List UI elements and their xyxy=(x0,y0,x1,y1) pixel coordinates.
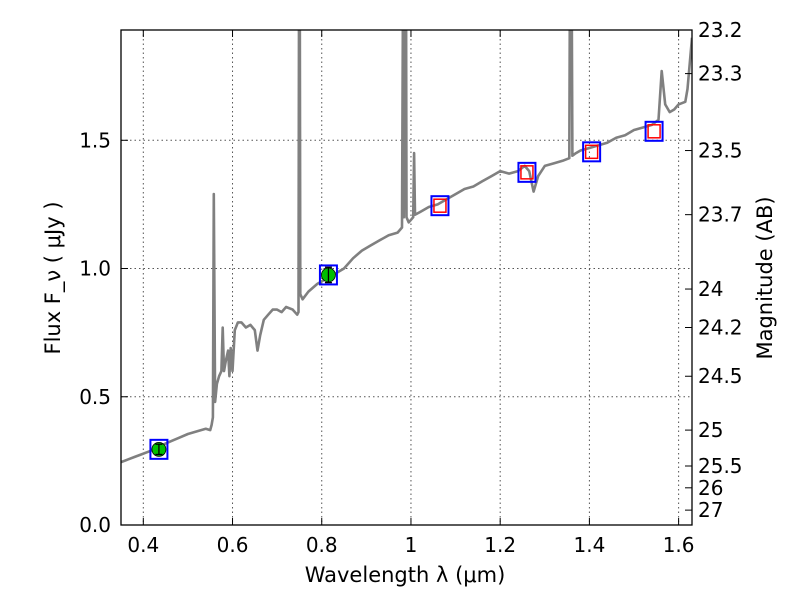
x-tick-label: 1.6 xyxy=(663,533,695,557)
mag-tick-label: 23.2 xyxy=(698,18,743,42)
x-tick-label: 0.4 xyxy=(127,533,159,557)
spectrum-layer xyxy=(121,30,692,464)
tick-marks xyxy=(121,29,692,526)
y-tick-label: 0.5 xyxy=(79,385,111,409)
synthetic-flux-box xyxy=(520,165,534,180)
mag-tick-label: 24.5 xyxy=(698,364,743,388)
y-tick-label: 1.0 xyxy=(79,257,111,281)
mag-tick-label: 25 xyxy=(698,418,723,442)
y-tick-labels: 0.0 0.5 1.0 1.5 xyxy=(79,128,111,537)
plot-frame xyxy=(120,29,693,526)
mag-tick-label: 26 xyxy=(698,476,723,500)
mag-tick-label: 25.5 xyxy=(698,454,743,478)
model-flux-box xyxy=(149,438,169,460)
spectrum-line xyxy=(121,30,692,464)
synthetic-flux-box xyxy=(647,124,661,139)
model-flux-box xyxy=(644,120,664,142)
x-tick-labels: 0.4 0.6 0.8 1 1.2 1.4 1.6 xyxy=(127,533,694,557)
x-tick-label: 1 xyxy=(405,533,418,557)
y-axis-label: Flux F_ν ( μJy ) xyxy=(41,201,66,354)
mag-tick-label: 23.3 xyxy=(698,62,743,86)
right-axis-label: Magnitude (AB) xyxy=(753,196,777,359)
mag-tick-label: 27 xyxy=(698,498,723,522)
x-tick-label: 1.2 xyxy=(484,533,516,557)
model-flux-box xyxy=(430,195,450,217)
y-tick-label: 0.0 xyxy=(79,513,111,537)
x-tick-label: 0.6 xyxy=(217,533,249,557)
mag-tick-label: 23.7 xyxy=(698,203,743,227)
mag-tick-label: 24 xyxy=(698,277,723,301)
synthetic-flux-box xyxy=(584,144,599,160)
mag-tick-label: 23.5 xyxy=(698,139,743,163)
x-tick-label: 1.4 xyxy=(573,533,605,557)
model-flux-box xyxy=(318,264,338,286)
model-flux-box xyxy=(582,141,602,163)
synthetic-flux-box xyxy=(433,198,447,213)
model-flux-box xyxy=(517,161,537,183)
x-tick-label: 0.8 xyxy=(306,533,338,557)
photometry-markers xyxy=(149,120,664,460)
mag-tick-label: 24.2 xyxy=(698,316,743,340)
y-tick-label: 1.5 xyxy=(79,128,111,152)
x-axis-label: Wavelength λ (μm) xyxy=(305,563,506,587)
